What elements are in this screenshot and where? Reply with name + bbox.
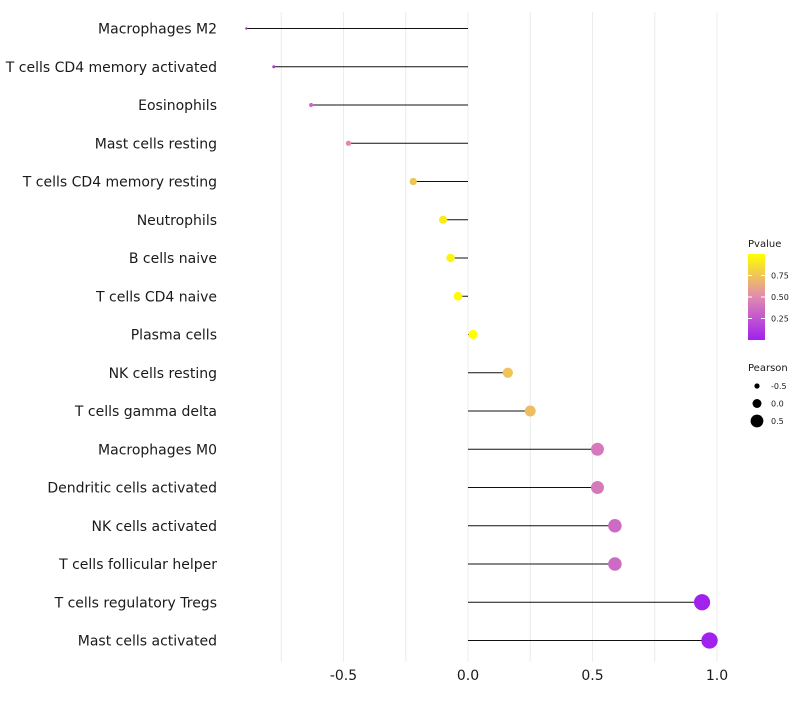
pvalue-colorbar: [748, 254, 765, 340]
category-label: T cells CD4 naive: [95, 289, 217, 305]
lollipop-point: [409, 177, 417, 186]
lollipop-stems: [246, 28, 710, 641]
grid-lines: [280, 12, 718, 662]
pvalue-legend: Pvalue 0.75 0.50 0.25: [748, 239, 789, 340]
lollipop-point: [591, 481, 604, 494]
pvalue-legend-tick-label: 0.50: [771, 293, 789, 302]
lollipop-point: [245, 27, 248, 30]
lollipop-point: [608, 557, 622, 571]
lollipop-point: [453, 291, 463, 301]
category-label: Mast cells activated: [78, 634, 217, 650]
category-label: Neutrophils: [137, 213, 217, 229]
category-label: Plasma cells: [131, 328, 217, 344]
pearson-legend-title: Pearson: [748, 363, 788, 374]
x-tick-label: -0.5: [330, 668, 357, 684]
lollipop-point: [438, 215, 448, 224]
pvalue-legend-title: Pvalue: [748, 239, 781, 250]
category-labels: Macrophages M2 T cells CD4 memory activat…: [5, 22, 217, 650]
pvalue-legend-tick-label: 0.75: [771, 272, 789, 281]
pearson-legend-items: -0.5 0.0 0.5: [750, 382, 787, 428]
lollipop-point: [345, 140, 352, 146]
lollipop-point: [524, 405, 536, 417]
x-tick-label: 0.0: [457, 668, 479, 684]
category-label: Eosinophils: [138, 98, 217, 114]
lollipop-point: [591, 442, 604, 456]
pearson-legend-dot: [750, 414, 764, 428]
category-label: T cells follicular helper: [58, 557, 217, 573]
x-axis-tick-labels: -0.5 0.0 0.5 1.0: [330, 668, 728, 684]
pearson-legend-dot: [754, 383, 760, 389]
lollipop-point: [693, 594, 711, 611]
category-label: Macrophages M2: [98, 22, 217, 38]
pearson-legend-dot: [752, 399, 762, 408]
pvalue-legend-ticks: 0.75 0.50 0.25: [748, 272, 789, 324]
pearson-legend-label: -0.5: [771, 382, 787, 391]
category-label: T cells CD4 memory resting: [22, 175, 217, 191]
pvalue-legend-tick-label: 0.25: [771, 315, 789, 324]
x-tick-label: 1.0: [706, 668, 728, 684]
category-label: Mast cells resting: [95, 136, 217, 152]
x-tick-label: 0.5: [581, 668, 603, 684]
lollipop-points: [245, 27, 718, 649]
category-label: Dendritic cells activated: [47, 481, 217, 497]
lollipop-point: [608, 519, 622, 533]
pearson-legend: Pearson -0.5 0.0 0.5: [748, 363, 788, 428]
lollipop-point: [309, 102, 314, 108]
category-label: T cells regulatory Tregs: [54, 595, 217, 611]
category-label: Macrophages M0: [98, 442, 217, 458]
lollipop-point: [468, 329, 478, 340]
lollipop-point: [502, 367, 513, 378]
category-label: B cells naive: [129, 251, 217, 267]
pearson-legend-label: 0.0: [771, 400, 784, 409]
category-label: NK cells resting: [109, 366, 217, 382]
pearson-legend-label: 0.5: [771, 417, 784, 426]
category-label: T cells gamma delta: [74, 404, 217, 420]
category-label: NK cells activated: [92, 519, 217, 535]
lollipop-point: [272, 65, 276, 69]
lollipop-point: [701, 632, 718, 649]
category-label: T cells CD4 memory activated: [5, 60, 217, 76]
lollipop-point: [446, 253, 455, 263]
